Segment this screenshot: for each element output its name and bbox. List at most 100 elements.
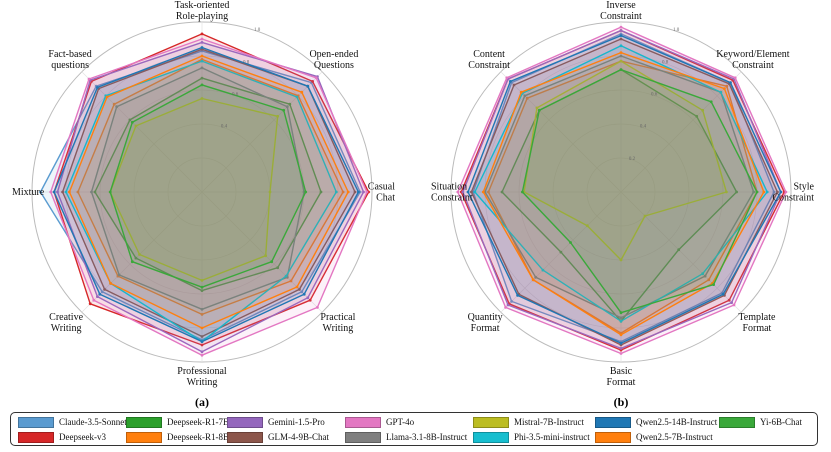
point-qwen2-5-14b-instruct-a-4	[200, 340, 204, 343]
point-mistral-7b-instruct-b-4	[619, 258, 623, 262]
axis-label-b-quantity-format: Quantity Format	[468, 312, 503, 334]
point-llama-3-1-8b-instruct-b-4	[619, 316, 623, 320]
point-yi-6b-chat-a-0	[200, 83, 204, 87]
point-gemini-1-5-pro-a-2	[362, 190, 365, 194]
r-tick-b-1: 0.4	[640, 125, 647, 130]
legend-swatch	[473, 431, 509, 443]
legend-label: Claude-3.5-Sonnet	[59, 417, 127, 427]
legend-swatch	[18, 416, 54, 428]
point-qwen2-5-14b-instruct-a-3	[302, 292, 306, 296]
point-glm-4-9b-chat-b-0	[619, 37, 623, 41]
point-llama-3-1-8b-instruct-b-3	[703, 274, 707, 278]
point-gemini-1-5-pro-b-4	[619, 347, 623, 350]
point-qwen2-5-7b-instruct-b-7	[519, 90, 523, 94]
point-deepseek-r1-7b-b-6	[500, 190, 504, 194]
point-qwen2-5-7b-instruct-a-0	[200, 54, 204, 58]
point-yi-6b-chat-b-3	[712, 283, 715, 286]
point-qwen2-5-7b-instruct-b-4	[619, 333, 623, 337]
point-mistral-7b-instruct-a-3	[264, 254, 268, 258]
point-deepseek-r1-7b-b-5	[559, 250, 563, 254]
point-phi-3-5-mini-instruct-b-0	[619, 44, 623, 48]
point-yi-6b-chat-a-6	[108, 190, 112, 194]
point-deepseek-r1-7b-a-5	[134, 256, 138, 260]
point-mistral-7b-instruct-a-0	[200, 97, 204, 100]
point-phi-3-5-mini-instruct-b-4	[619, 319, 623, 323]
point-mistral-7b-instruct-a-2	[268, 190, 272, 194]
point-glm-4-9b-chat-a-3	[298, 288, 301, 291]
point-deepseek-v3-a-5	[88, 302, 92, 306]
point-qwen2-5-14b-instruct-a-6	[52, 190, 56, 194]
axis-label-b-situation-constraint: Situation Constraint	[431, 182, 473, 204]
point-mistral-7b-instruct-b-5	[585, 224, 589, 228]
point-phi-3-5-mini-instruct-a-1	[295, 95, 299, 99]
legend-entry-gemini-1-5-pro: Gemini-1.5-Pro	[227, 415, 325, 429]
point-yi-6b-chat-b-0	[619, 68, 623, 71]
axis-label-a-task-oriented-role-playing: Task-oriented Role-playing	[175, 0, 230, 22]
legend-entry-gpt-4o: GPT-4o	[345, 415, 414, 429]
point-deepseek-r1-8b-a-6	[76, 190, 80, 194]
point-qwen2-5-14b-instruct-b-3	[721, 292, 725, 296]
legend-swatch	[126, 416, 162, 428]
point-deepseek-r1-7b-a-1	[288, 102, 292, 106]
point-claude-3-5-sonnet-a-5	[100, 290, 104, 294]
point-phi-3-5-mini-instruct-a-6	[64, 190, 68, 194]
point-glm-4-9b-chat-a-4	[200, 335, 204, 338]
legend-label: Phi-3.5-mini-instruct	[514, 432, 590, 442]
radar-panel-a: 0.4 0.6 0.8 1.0 Task-oriented Role-playing Ope…	[12, 0, 395, 388]
point-qwen2-5-7b-instruct-a-6	[68, 190, 71, 194]
legend-entry-mistral-7b-instruct: Mistral-7B-Instruct	[473, 415, 584, 429]
point-phi-3-5-mini-instruct-b-6	[473, 190, 477, 194]
point-gemini-1-5-pro-b-6	[461, 190, 465, 194]
point-qwen2-5-7b-instruct-b-6	[481, 190, 485, 194]
point-gpt-4o-b-2	[784, 190, 788, 194]
point-qwen2-5-14b-instruct-b-5	[516, 294, 519, 297]
point-gemini-1-5-pro-b-3	[730, 301, 733, 304]
legend-swatch	[18, 431, 54, 443]
point-deepseek-r1-7b-b-3	[677, 248, 681, 252]
point-deepseek-r1-8b-a-3	[289, 279, 293, 283]
point-mistral-7b-instruct-b-2	[725, 190, 728, 194]
point-llama-3-1-8b-instruct-a-5	[117, 273, 121, 277]
point-gpt-4o-b-5	[504, 306, 507, 309]
point-gpt-4o-a-1	[314, 76, 318, 80]
legend-swatch	[473, 416, 509, 428]
point-llama-3-1-8b-instruct-a-4	[200, 307, 204, 311]
point-qwen2-5-14b-instruct-a-7	[96, 86, 99, 89]
point-gpt-4o-b-6	[456, 190, 460, 194]
point-qwen2-5-7b-instruct-b-1	[723, 87, 726, 90]
point-gpt-4o-b-4	[619, 352, 623, 355]
point-gemini-1-5-pro-a-3	[306, 296, 310, 300]
point-qwen2-5-14b-instruct-a-1	[306, 84, 310, 88]
point-deepseek-r1-7b-a-4	[200, 289, 204, 292]
point-qwen2-5-14b-instruct-a-2	[357, 190, 360, 194]
legend-entry-llama-3-1-8b-instruct: Llama-3.1-8B-Instruct	[345, 430, 467, 444]
point-qwen2-5-7b-instruct-b-0	[619, 51, 623, 54]
point-deepseek-r1-7b-a-0	[200, 76, 204, 80]
legend-swatch	[227, 431, 263, 443]
point-glm-4-9b-chat-b-6	[470, 190, 473, 194]
axis-label-a-practical-writing: Practical Writing	[320, 312, 355, 334]
panel-label-b: (b)	[614, 395, 629, 409]
point-qwen2-5-7b-instruct-a-5	[109, 282, 112, 285]
point-deepseek-r1-8b-b-7	[525, 96, 529, 100]
point-phi-3-5-mini-instruct-a-3	[284, 274, 288, 278]
legend-swatch	[345, 416, 381, 428]
point-llama-3-1-8b-instruct-a-7	[115, 105, 119, 109]
r-tick-b-4: 1.0	[673, 28, 680, 33]
point-yi-6b-chat-b-7	[537, 108, 541, 112]
axis-label-b-style-constraint: Style Constraint	[772, 182, 814, 204]
point-yi-6b-chat-a-5	[130, 260, 134, 264]
r-tick-b-2: 0.6	[651, 93, 658, 98]
point-llama-3-1-8b-instruct-b-7	[523, 94, 527, 98]
legend-swatch	[595, 431, 631, 443]
legend-entry-glm-4-9b-chat: GLM-4-9B-Chat	[227, 430, 329, 444]
axis-label-a-open-ended-questions: Open-ended Questions	[309, 49, 358, 71]
point-deepseek-r1-7b-a-2	[319, 190, 323, 194]
radar-panel-b: 0.2 0.4 0.6 0.8 1.0 Inverse Constraint Keyword/…	[431, 0, 815, 388]
point-gemini-1-5-pro-a-0	[200, 41, 204, 44]
legend-swatch	[345, 431, 381, 443]
point-gpt-4o-b-1	[733, 76, 737, 80]
point-qwen2-5-14b-instruct-b-1	[729, 81, 732, 84]
legend-swatch	[719, 416, 755, 428]
r-tick-b-3: 0.8	[662, 60, 669, 65]
